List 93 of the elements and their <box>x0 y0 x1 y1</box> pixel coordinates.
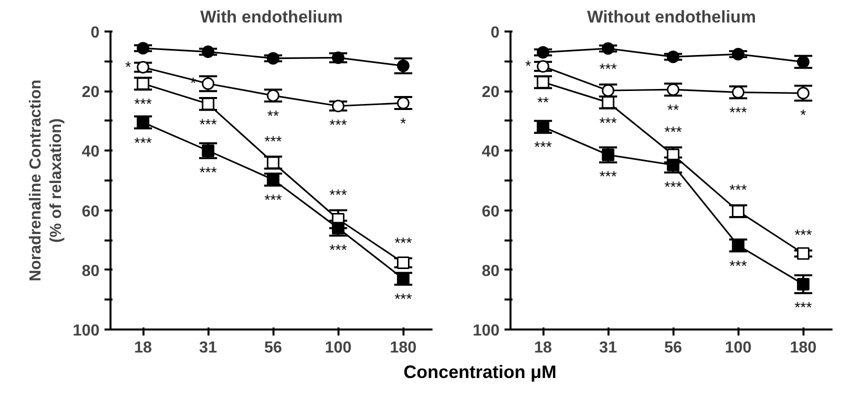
y-tick-label: 20 <box>82 84 100 102</box>
chart-title: Without endothelium <box>587 8 756 26</box>
point <box>732 204 744 218</box>
point <box>136 77 150 90</box>
annotation: * <box>125 58 132 76</box>
point <box>202 46 214 58</box>
y-tick-label: 40 <box>82 144 100 161</box>
point <box>266 89 280 102</box>
annotation: *** <box>729 258 748 275</box>
point <box>202 77 214 90</box>
point <box>396 60 410 72</box>
annotation: * <box>400 115 406 132</box>
point <box>396 272 410 286</box>
point <box>666 50 680 64</box>
point <box>796 56 810 68</box>
point <box>602 148 614 162</box>
x-axis-title: Concentration μM <box>403 361 556 384</box>
point <box>202 144 214 157</box>
y-tick-label: 60 <box>82 203 100 220</box>
point <box>536 76 550 88</box>
annotation: *** <box>134 96 152 114</box>
point <box>732 86 744 99</box>
point <box>666 158 680 172</box>
x-tick-label: 56 <box>264 340 282 356</box>
x-tick-label: 31 <box>199 340 218 356</box>
point <box>536 46 550 59</box>
annotation: *** <box>264 192 282 209</box>
y-tick-label: 20 <box>482 84 500 102</box>
point <box>332 222 344 234</box>
x-tick-label: 18 <box>134 340 152 356</box>
x-tick-label: 31 <box>599 340 618 356</box>
annotation: *** <box>329 116 348 134</box>
y-tick-label: 0 <box>490 24 500 42</box>
annotation: *** <box>664 178 682 196</box>
point <box>602 42 614 55</box>
annotation: *** <box>729 182 748 199</box>
annotation: *** <box>599 168 617 186</box>
point <box>396 256 410 269</box>
annotation: ** <box>537 94 550 112</box>
y-tick-label: 80 <box>82 262 100 280</box>
annotation: ** <box>667 102 680 119</box>
point <box>536 120 550 134</box>
annotation: *** <box>664 124 682 142</box>
x-tick-label: 180 <box>790 340 817 356</box>
point <box>266 173 280 186</box>
y-tick-label: 100 <box>72 322 100 340</box>
x-tick-label: 100 <box>324 340 352 356</box>
point <box>136 42 150 54</box>
annotation: *** <box>794 227 812 244</box>
annotation: *** <box>329 242 348 260</box>
point <box>602 96 614 109</box>
point <box>332 51 344 64</box>
annotation: *** <box>599 61 617 78</box>
annotation: *** <box>729 104 748 122</box>
annotation: * <box>525 58 532 75</box>
x-tick-label: 100 <box>724 340 752 356</box>
annotation: *** <box>264 133 282 150</box>
point <box>266 156 280 169</box>
point <box>732 48 744 60</box>
annotation: *** <box>199 164 217 182</box>
x-tick-label: 56 <box>664 340 682 356</box>
point <box>796 247 810 260</box>
y-tick-label: 40 <box>482 144 500 161</box>
y-tick-label: 0 <box>90 24 100 42</box>
annotation: *** <box>599 114 617 132</box>
point <box>332 100 344 112</box>
x-tick-label: 18 <box>534 340 552 356</box>
point <box>732 239 744 252</box>
point <box>796 278 810 290</box>
point <box>796 86 810 100</box>
point <box>602 84 614 97</box>
point <box>536 60 550 73</box>
point <box>136 61 150 74</box>
annotation: *** <box>534 139 552 156</box>
chart-title: With endothelium <box>200 8 343 26</box>
y-tick-label: 60 <box>482 203 500 220</box>
point <box>202 98 214 110</box>
annotation: * <box>800 107 806 124</box>
point <box>666 83 680 96</box>
annotation: *** <box>199 116 217 134</box>
annotation: *** <box>329 186 348 204</box>
y-tick-label: 80 <box>482 262 500 280</box>
annotation: *** <box>794 300 812 317</box>
point <box>266 52 280 65</box>
point <box>136 116 150 129</box>
annotation: ** <box>267 108 280 125</box>
y-axis-title: Noradrenaline Contraction (% of relaxation) <box>27 80 65 282</box>
annotation: *** <box>394 234 412 252</box>
x-tick-label: 180 <box>390 340 417 356</box>
point <box>396 96 410 110</box>
annotation: *** <box>394 291 412 308</box>
annotation: *** <box>134 134 152 152</box>
y-tick-label: 100 <box>472 322 500 340</box>
